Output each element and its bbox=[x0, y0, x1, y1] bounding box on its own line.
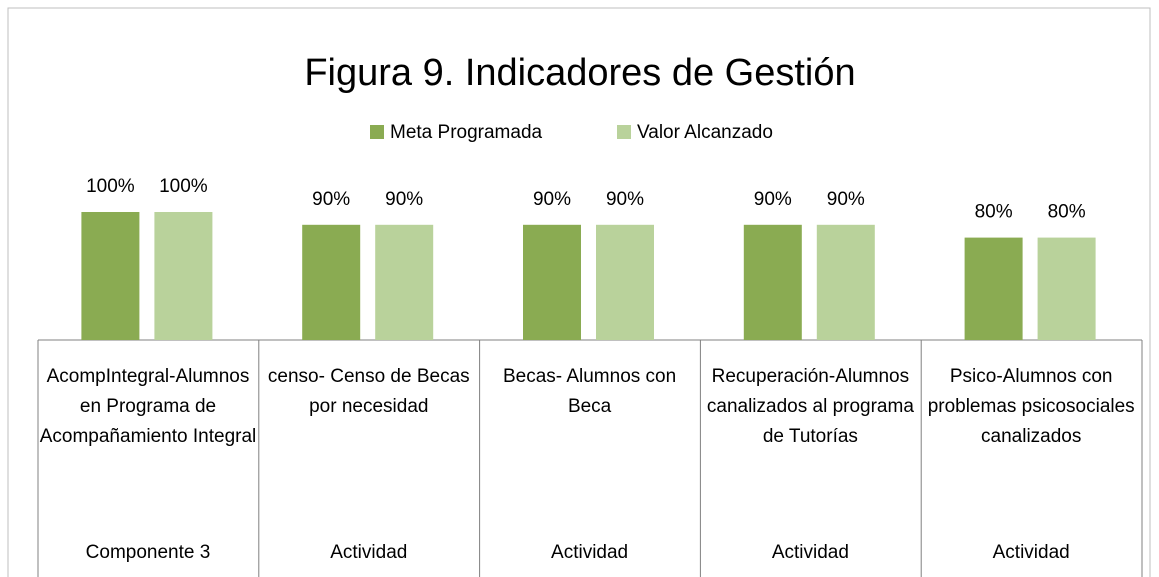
legend-swatch bbox=[370, 125, 384, 139]
group-label: Actividad bbox=[551, 542, 629, 563]
data-label: 90% bbox=[385, 189, 423, 210]
bar bbox=[81, 212, 140, 340]
data-label: 100% bbox=[86, 176, 135, 197]
data-label: 90% bbox=[827, 189, 865, 210]
bar bbox=[375, 224, 434, 340]
data-label: 90% bbox=[533, 189, 571, 210]
bar bbox=[743, 224, 802, 340]
legend-swatch bbox=[617, 125, 631, 139]
chart-frame bbox=[7, 7, 1151, 577]
category-label: censo- Censo de Becas por necesidad bbox=[267, 366, 470, 417]
category-label: AcompIntegral-Alumnos en Programa de Aco… bbox=[39, 366, 257, 447]
group-label: Actividad bbox=[992, 542, 1070, 563]
legend-label: Meta Programada bbox=[390, 122, 543, 143]
data-label: 100% bbox=[159, 176, 208, 197]
bar bbox=[154, 212, 213, 340]
bar bbox=[596, 224, 654, 340]
category-label: Recuperación-Alumnos canalizados al prog… bbox=[706, 366, 914, 447]
group-label: Actividad bbox=[330, 542, 408, 563]
bar bbox=[1037, 237, 1096, 340]
data-label: 80% bbox=[975, 202, 1013, 223]
category-label: Becas- Alumnos con Beca bbox=[502, 366, 677, 417]
category-label: Psico-Alumnos con problemas psicosociale… bbox=[927, 366, 1135, 447]
bar bbox=[816, 224, 875, 340]
data-label: 90% bbox=[312, 189, 350, 210]
chart-title: Figura 9. Indicadores de Gestión bbox=[304, 52, 855, 94]
data-label: 90% bbox=[606, 189, 644, 210]
group-label: Componente 3 bbox=[85, 542, 211, 563]
data-label: 90% bbox=[754, 189, 792, 210]
bar bbox=[523, 224, 581, 340]
bar bbox=[302, 224, 361, 340]
group-label: Actividad bbox=[771, 542, 849, 563]
bar bbox=[964, 237, 1023, 340]
data-label: 80% bbox=[1048, 202, 1086, 223]
legend-label: Valor Alcanzado bbox=[637, 122, 773, 143]
